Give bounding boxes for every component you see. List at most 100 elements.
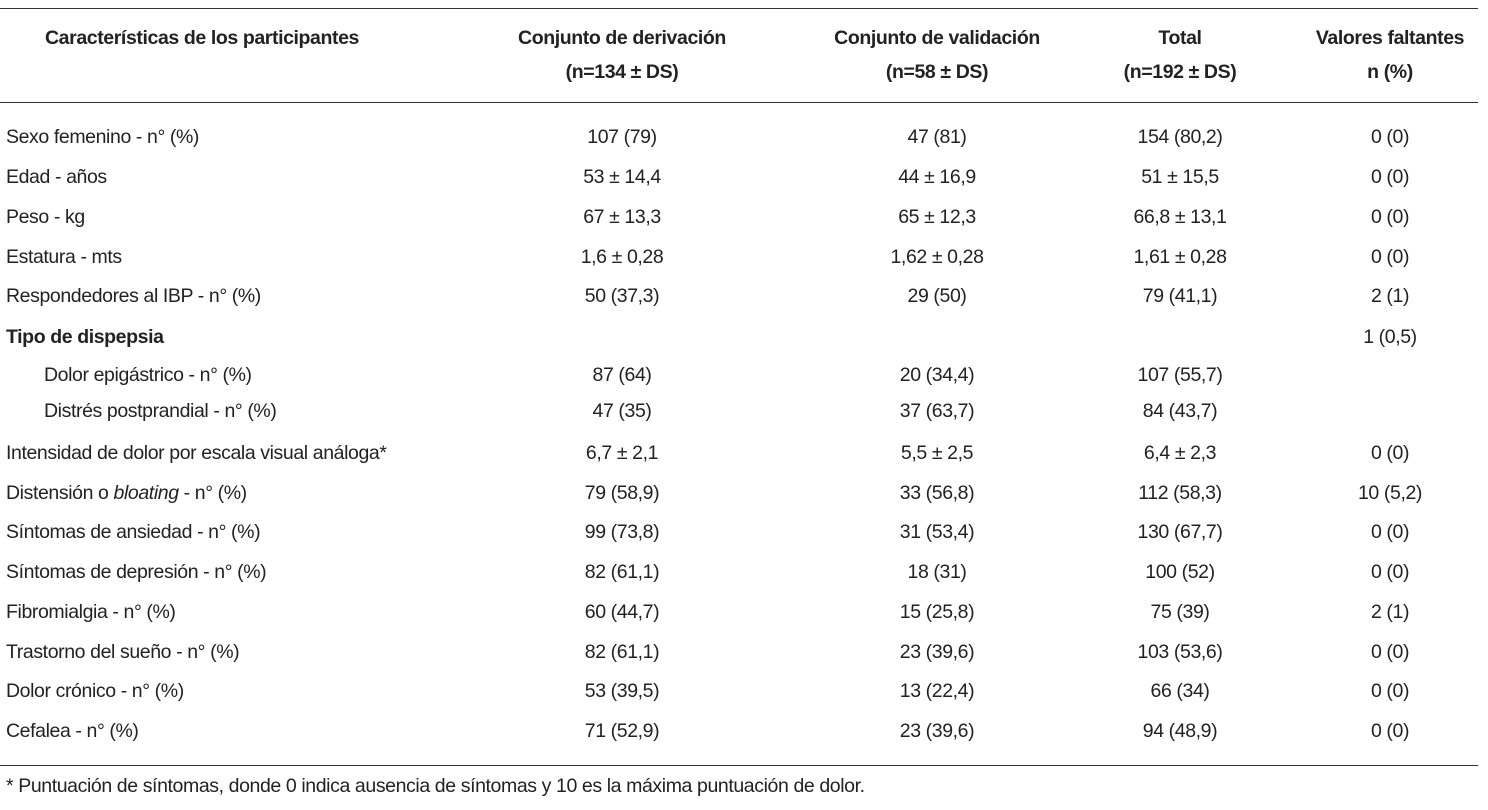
top-rule	[0, 8, 1478, 9]
cell: 71 (52,9)	[584, 720, 660, 742]
cell: 0 (0)	[1370, 206, 1410, 228]
row-label: Síntomas de ansiedad - n° (%)	[6, 520, 261, 544]
label-part: Intensidad de dolor por escala visual an…	[6, 442, 387, 464]
cell: 53 (39,5)	[584, 680, 660, 702]
cell: 94 (48,9)	[1142, 720, 1218, 742]
cell: 65 ± 12,3	[898, 206, 976, 228]
cell: 0 (0)	[1370, 126, 1410, 148]
label-part: Dolor epigástrico - n° (%)	[44, 364, 252, 386]
cell: 2 (1)	[1370, 285, 1410, 307]
cell: 67 ± 13,3	[583, 206, 661, 228]
cell: 60 (44,7)	[584, 601, 660, 623]
cell: 99 (73,8)	[584, 521, 660, 543]
label-part: Distrés postprandial - n° (%)	[44, 400, 277, 422]
header-cell: n (%)	[1367, 61, 1413, 83]
label-part: Trastorno del sueño - n° (%)	[6, 641, 240, 663]
cell: 1,61 ± 0,28	[1133, 246, 1227, 268]
cell: 0 (0)	[1370, 166, 1410, 188]
cell: 10 (5,2)	[1357, 482, 1423, 504]
cell: 79 (41,1)	[1142, 285, 1218, 307]
cell: 0 (0)	[1370, 680, 1410, 702]
cell: 107 (55,7)	[1137, 364, 1223, 386]
header-cell: (n=134 ± DS)	[565, 61, 679, 83]
row-label: Dolor crónico - n° (%)	[6, 679, 184, 703]
bottom-rule	[0, 765, 1478, 766]
header-cell: Total	[1158, 27, 1202, 49]
cell: 82 (61,1)	[584, 561, 660, 583]
row-label: Intensidad de dolor por escala visual an…	[6, 441, 387, 465]
cell: 51 ± 15,5	[1141, 166, 1219, 188]
cell: 0 (0)	[1370, 246, 1410, 268]
label-part: - n° (%)	[178, 482, 248, 504]
cell: 33 (56,8)	[899, 482, 975, 504]
header-cell: Características de los participantes	[45, 27, 359, 49]
header-cell: (n=58 ± DS)	[885, 61, 989, 83]
cell: 23 (39,6)	[899, 720, 975, 742]
cell: 130 (67,7)	[1137, 521, 1223, 543]
cell: 84 (43,7)	[1142, 400, 1218, 422]
label-part: Distensión o	[6, 482, 114, 504]
cell: 0 (0)	[1370, 521, 1410, 543]
row-label: Edad - años	[6, 165, 107, 189]
cell: 20 (34,4)	[899, 364, 975, 386]
cell: 87 (64)	[592, 364, 652, 386]
cell: 29 (50)	[907, 285, 967, 307]
row-label: Respondedores al IBP - n° (%)	[6, 284, 261, 308]
header-cell: Conjunto de validación	[834, 27, 1040, 49]
label-part: bloating	[113, 482, 180, 504]
cell: 50 (37,3)	[584, 285, 660, 307]
cell: 0 (0)	[1370, 720, 1410, 742]
cell: 0 (0)	[1370, 561, 1410, 583]
cell: 47 (35)	[592, 400, 652, 422]
row-label: Sexo femenino - n° (%)	[6, 125, 199, 149]
label-part: Síntomas de ansiedad - n° (%)	[6, 521, 261, 543]
cell: 112 (58,3)	[1138, 482, 1222, 504]
cell: 47 (81)	[907, 126, 967, 148]
cell: 6,4 ± 2,3	[1143, 442, 1217, 464]
row-label: Cefalea - n° (%)	[6, 719, 139, 743]
cell: 5,5 ± 2,5	[900, 442, 974, 464]
label-part: Síntomas de depresión - n° (%)	[6, 561, 267, 583]
row-label: Tipo de dispepsia	[6, 325, 164, 349]
row-label: Dolor epigástrico - n° (%)	[44, 363, 252, 387]
cell: 75 (39)	[1150, 601, 1210, 623]
cell: 66 (34)	[1150, 680, 1210, 702]
cell: 100 (52)	[1145, 561, 1215, 583]
cell: 154 (80,2)	[1137, 126, 1223, 148]
cell: 1,62 ± 0,28	[890, 246, 984, 268]
cell: 18 (31)	[907, 561, 967, 583]
cell: 15 (25,8)	[899, 601, 975, 623]
cell: 1 (0,5)	[1363, 326, 1417, 348]
cell: 44 ± 16,9	[898, 166, 976, 188]
cell: 66,8 ± 13,1	[1133, 206, 1227, 228]
cell: 23 (39,6)	[899, 641, 975, 663]
label-part: Cefalea - n° (%)	[6, 720, 139, 742]
cell: 103 (53,6)	[1137, 641, 1223, 663]
row-label: Estatura - mts	[6, 245, 122, 269]
label-part: Respondedores al IBP - n° (%)	[6, 285, 261, 307]
label-part: Sexo femenino - n° (%)	[6, 126, 199, 148]
label-part: Tipo de dispepsia	[6, 326, 164, 348]
cell: 79 (58,9)	[584, 482, 660, 504]
cell: 0 (0)	[1370, 641, 1410, 663]
header-cell: Conjunto de derivación	[518, 27, 726, 49]
label-part: Edad - años	[6, 166, 107, 188]
cell: 0 (0)	[1370, 442, 1410, 464]
row-label: Fibromialgia - n° (%)	[6, 600, 176, 624]
row-label: Distensión o bloating - n° (%)	[6, 481, 247, 505]
row-label: Peso - kg	[6, 205, 85, 229]
cell: 107 (79)	[587, 126, 657, 148]
header-cell: (n=192 ± DS)	[1123, 61, 1237, 83]
label-part: Fibromialgia - n° (%)	[6, 601, 176, 623]
label-part: Dolor crónico - n° (%)	[6, 680, 184, 702]
header-cell: Valores faltantes	[1315, 27, 1465, 49]
cell: 31 (53,4)	[899, 521, 975, 543]
cell: 53 ± 14,4	[583, 166, 661, 188]
cell: 13 (22,4)	[899, 680, 975, 702]
label-part: Peso - kg	[6, 206, 85, 228]
label-part: Estatura - mts	[6, 246, 122, 268]
row-label: Distrés postprandial - n° (%)	[44, 399, 277, 423]
cell: 1,6 ± 0,28	[580, 246, 664, 268]
header-rule	[0, 102, 1478, 103]
cell: 82 (61,1)	[584, 641, 660, 663]
